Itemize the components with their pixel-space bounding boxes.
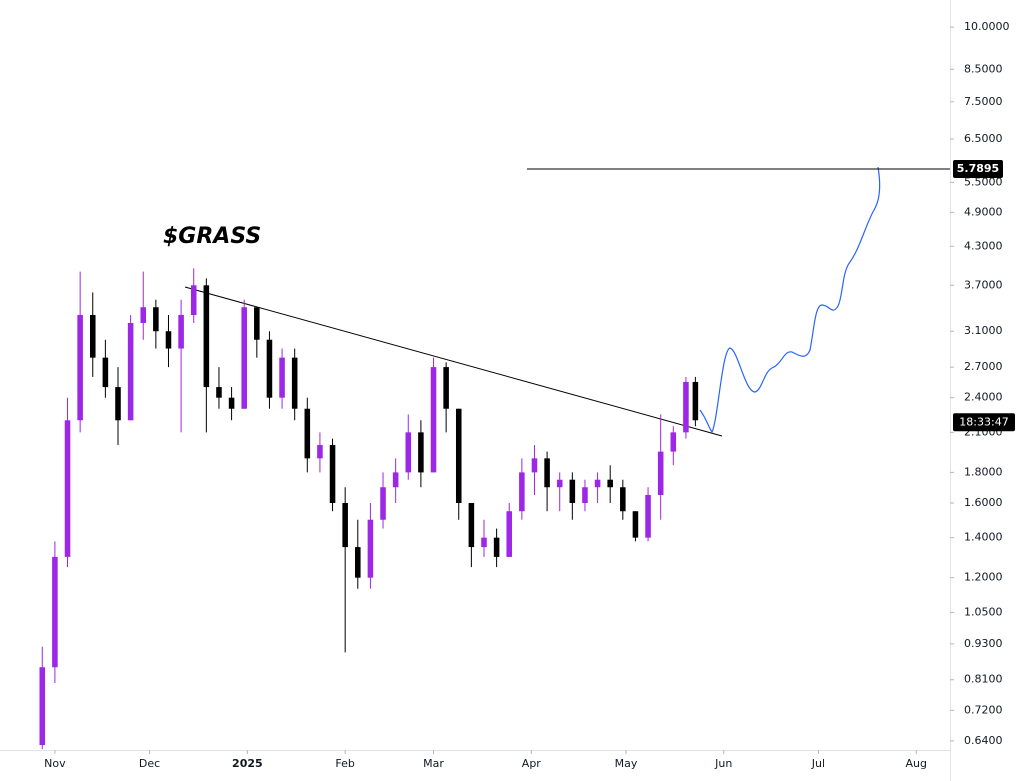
- candle-body: [645, 494, 651, 538]
- y-tick-label: 1.4000: [964, 531, 1003, 544]
- candle-body: [481, 537, 487, 548]
- candle-body: [519, 472, 525, 512]
- candle-body: [64, 420, 71, 557]
- candle-body: [594, 479, 601, 488]
- candle-body: [544, 458, 550, 488]
- y-tick-label: 0.8100: [964, 673, 1003, 686]
- y-tick-label: 1.8000: [964, 465, 1003, 478]
- candle-body: [355, 547, 361, 578]
- y-tick-label: 7.5000: [964, 95, 1003, 108]
- x-tick-label: May: [615, 757, 638, 770]
- y-tick-label: 3.1000: [964, 324, 1003, 337]
- y-tick-label: 10.0000: [964, 20, 1010, 33]
- candle-body: [582, 487, 588, 503]
- y-tick-label: 3.7000: [964, 278, 1003, 291]
- candle-body: [531, 458, 538, 473]
- y-tick-label: 0.9300: [964, 637, 1003, 650]
- countdown-label: 18:33:47: [959, 415, 1008, 428]
- candle-body: [670, 432, 677, 452]
- candle-body: [657, 451, 664, 495]
- candle-body: [342, 502, 348, 548]
- y-tick-label: 1.6000: [964, 496, 1003, 509]
- candle-body: [89, 314, 96, 358]
- candle-body: [443, 367, 449, 409]
- candle-body: [165, 331, 172, 349]
- candle-body: [77, 314, 83, 421]
- candle-body: [455, 408, 462, 503]
- candle-body: [569, 479, 576, 503]
- y-tick-label: 4.9000: [964, 205, 1003, 218]
- y-tick-label: 8.5000: [964, 62, 1003, 75]
- x-tick-label: Jun: [714, 757, 732, 770]
- candle-body: [216, 387, 222, 398]
- candle-body: [632, 511, 639, 538]
- candle-body: [39, 667, 46, 746]
- candle-body: [304, 408, 311, 459]
- x-tick-label: Dec: [139, 757, 160, 770]
- x-tick-label: Aug: [905, 757, 926, 770]
- countdown-box: [953, 413, 1015, 432]
- candle-body: [430, 367, 437, 473]
- y-tick-label: 4.3000: [964, 239, 1003, 252]
- candle-body: [468, 502, 475, 548]
- candle-body: [418, 432, 424, 473]
- candle-body: [291, 357, 298, 409]
- candle-body: [203, 285, 210, 388]
- candle-body: [241, 307, 247, 409]
- candle-body: [190, 285, 197, 315]
- x-tick-label: 2025: [232, 757, 263, 770]
- trendline: [184, 286, 723, 437]
- y-tick-label: 5.5000: [964, 175, 1003, 188]
- candle-body: [683, 381, 689, 433]
- candle-body: [228, 397, 235, 409]
- candle-body: [329, 445, 336, 503]
- candle-body: [153, 307, 159, 332]
- chart-title: $GRASS: [163, 224, 261, 249]
- candle-body: [493, 537, 500, 557]
- candle-body: [692, 381, 699, 421]
- candle-body: [506, 511, 513, 557]
- x-tick-label: Feb: [335, 757, 354, 770]
- x-tick-label: Jul: [811, 757, 825, 770]
- y-tick-label: 2.4000: [964, 391, 1003, 404]
- y-tick-label: 6.5000: [964, 132, 1003, 145]
- y-tick-label: 1.0500: [964, 605, 1003, 618]
- candle-body: [380, 487, 386, 520]
- target-level-label: 5.7895: [957, 162, 999, 175]
- candle-body: [620, 487, 626, 512]
- candle-body: [607, 479, 613, 488]
- candle-body: [178, 314, 184, 349]
- candle-body: [266, 339, 273, 398]
- y-tick-label: 2.7000: [964, 360, 1003, 373]
- candle-body: [392, 472, 399, 488]
- candle-body: [367, 519, 374, 578]
- target-level-box: [953, 160, 1003, 179]
- y-tick-label: 0.7200: [964, 703, 1003, 716]
- candle-body: [127, 322, 134, 421]
- candle-body: [52, 556, 58, 668]
- candle-body: [317, 445, 323, 459]
- y-tick-label: 0.6400: [964, 734, 1003, 747]
- y-tick-label: 1.2000: [964, 571, 1003, 584]
- x-tick-label: Nov: [44, 757, 66, 770]
- x-tick-label: Apr: [522, 757, 542, 770]
- candle-body: [102, 357, 109, 388]
- candle-body: [140, 307, 147, 323]
- candle-body: [556, 479, 563, 488]
- candle-body: [254, 307, 260, 340]
- projection-path: [699, 166, 881, 434]
- candle-body: [279, 357, 285, 398]
- x-tick-label: Mar: [423, 757, 444, 770]
- candle-body: [405, 432, 412, 473]
- candle-body: [115, 387, 121, 421]
